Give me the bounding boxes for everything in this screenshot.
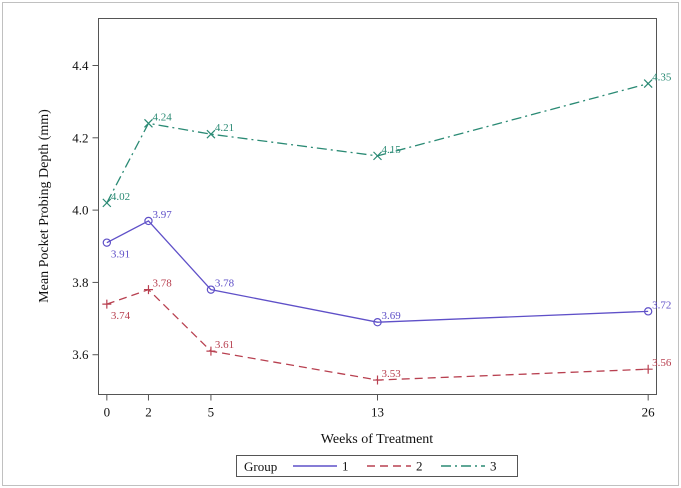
data-label: 4.21: [215, 122, 234, 134]
x-tick-label: 26: [642, 405, 656, 420]
x-axis-label: Weeks of Treatment: [321, 432, 434, 447]
series-1: 3.91 3.97 3.78 3.69 3.72: [102, 209, 671, 327]
legend-title: Group: [244, 459, 277, 474]
data-point: [143, 285, 153, 295]
legend-label-2: 2: [416, 459, 423, 474]
data-point: [643, 364, 653, 374]
series-line-1: [106, 220, 649, 323]
data-label: 3.97: [152, 209, 172, 221]
y-axis: 3.6 3.8 4.0 4.2 4.4: [72, 58, 99, 362]
data-point: [144, 216, 153, 226]
data-label: 3.74: [111, 310, 131, 322]
data-point: [643, 307, 653, 316]
y-tick-label: 4.2: [72, 130, 88, 145]
legend-label-3: 3: [490, 459, 497, 474]
data-point: [373, 375, 382, 385]
y-axis-label: Mean Pocket Probing Depth (mm): [37, 109, 52, 303]
series-line-3: [106, 82, 649, 204]
legend-entries: 1 2 3: [293, 459, 497, 474]
data-label: 3.91: [111, 249, 130, 261]
data-point: [144, 118, 153, 128]
series-layer: 3.91 3.97 3.78 3.69 3.72 3.74 3.78 3.61 3.53 3.56…: [102, 72, 672, 385]
x-tick-label: 13: [371, 405, 384, 420]
series-3: 4.02 4.24 4.21 4.15 4.35: [102, 72, 672, 208]
x-tick-label: 5: [208, 405, 215, 420]
y-tick-label: 4.4: [72, 58, 89, 73]
legend-label-1: 1: [342, 459, 349, 474]
data-point: [206, 346, 216, 356]
data-label: 3.72: [652, 299, 671, 311]
data-label: 3.78: [215, 278, 235, 290]
y-tick-label: 3.6: [72, 347, 89, 362]
data-point: [102, 198, 112, 208]
data-point: [206, 285, 216, 294]
x-tick-label: 2: [145, 405, 152, 420]
data-label: 3.53: [382, 368, 402, 380]
y-tick-label: 3.8: [72, 275, 88, 290]
y-tick-label: 4.0: [72, 203, 88, 218]
data-label: 3.61: [215, 339, 234, 351]
data-label: 4.35: [652, 72, 672, 84]
x-axis: 0 2 5 13 26: [104, 394, 656, 420]
x-tick-label: 0: [104, 405, 111, 420]
data-label: 4.15: [382, 144, 402, 156]
data-point: [373, 317, 382, 327]
legend-box: [236, 455, 518, 477]
data-point: [102, 238, 112, 247]
data-label: 4.24: [152, 111, 172, 123]
data-point: [643, 79, 653, 89]
data-label: 3.56: [652, 357, 672, 369]
legend: Group 1 2 3: [236, 455, 518, 477]
data-label: 3.69: [382, 310, 402, 322]
plot-area: [98, 18, 657, 395]
series-2: 3.74 3.78 3.61 3.53 3.56: [102, 278, 672, 385]
data-label: 3.78: [152, 278, 172, 290]
data-label: 4.02: [111, 191, 130, 203]
data-point: [102, 299, 112, 309]
data-point: [206, 129, 216, 139]
data-point: [373, 151, 382, 161]
